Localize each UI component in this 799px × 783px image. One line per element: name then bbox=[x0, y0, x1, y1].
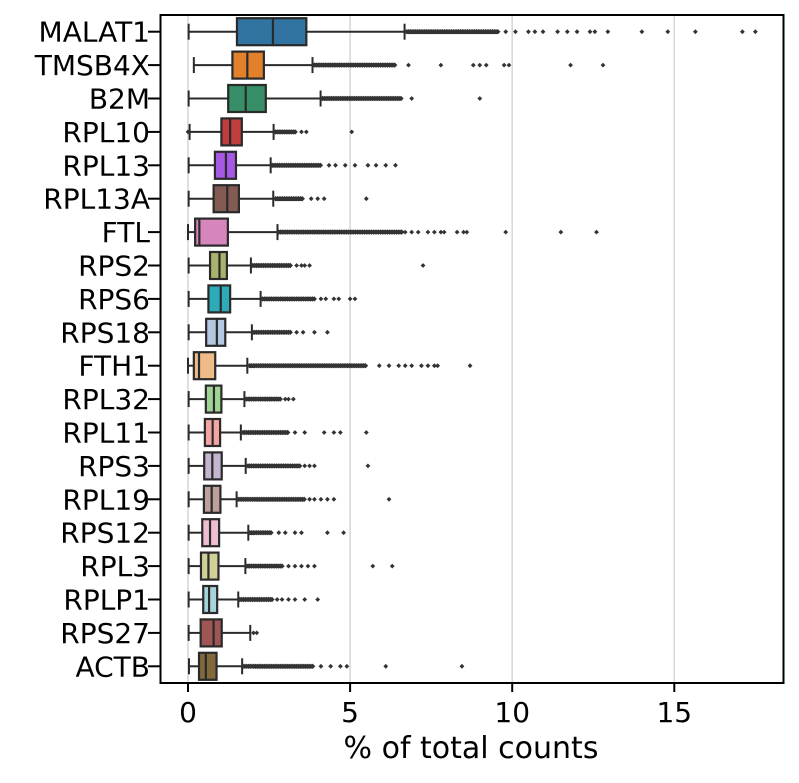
box-RPS18 bbox=[205, 317, 227, 347]
box-RPL10 bbox=[220, 117, 243, 147]
gene-label-ACTB: ACTB bbox=[75, 650, 150, 683]
box-row-B2M: B2M bbox=[89, 83, 483, 116]
box-row-RPL32: RPL32 bbox=[62, 383, 296, 416]
box-row-FTL: FTL bbox=[102, 216, 599, 249]
gene-label-B2M: B2M bbox=[89, 83, 150, 116]
gene-label-FTL: FTL bbox=[102, 216, 151, 249]
gene-label-RPL3: RPL3 bbox=[80, 550, 150, 583]
gene-label-RPS12: RPS12 bbox=[60, 517, 150, 550]
outliers-ACTB bbox=[240, 663, 465, 669]
outliers-RPS2 bbox=[250, 262, 426, 269]
outliers-RPS6 bbox=[259, 296, 358, 302]
axes: 0 5 10 15 bbox=[179, 683, 692, 729]
outliers-RPS18 bbox=[250, 329, 330, 335]
outliers-RPLP1 bbox=[237, 596, 321, 603]
box-FTL bbox=[194, 217, 229, 247]
gene-label-RPS27: RPS27 bbox=[60, 617, 150, 650]
box-row-RPS3: RPS3 bbox=[78, 450, 371, 483]
box-row-RPL13A: RPL13A bbox=[43, 183, 369, 216]
box-ACTB bbox=[197, 651, 218, 681]
outliers-RPL11 bbox=[240, 429, 369, 436]
gene-label-RPL19: RPL19 bbox=[62, 483, 150, 516]
box-row-RPL13: RPL13 bbox=[62, 149, 398, 182]
gene-label-RPL13A: RPL13A bbox=[43, 183, 150, 216]
box-row-TMSB4X: TMSB4X bbox=[34, 49, 606, 82]
gene-label-RPLP1: RPLP1 bbox=[63, 584, 150, 617]
outliers-B2M bbox=[319, 95, 483, 102]
box-row-FTH1: FTH1 bbox=[78, 350, 473, 383]
outliers-FTL bbox=[276, 229, 599, 235]
box-FTH1 bbox=[192, 351, 217, 381]
outliers-FTH1 bbox=[246, 363, 473, 369]
gene-label-RPL11: RPL11 bbox=[62, 417, 150, 450]
box-rows: MALAT1TMSB4XB2MRPL10RPL13RPL13AFTLRPS2RP… bbox=[34, 16, 758, 683]
x-tick-label-15: 15 bbox=[656, 696, 692, 729]
gene-label-RPS18: RPS18 bbox=[60, 316, 150, 349]
gene-label-FTH1: FTH1 bbox=[78, 350, 150, 383]
box-RPS6 bbox=[207, 284, 232, 314]
gene-label-RPL10: RPL10 bbox=[62, 116, 150, 149]
outliers-RPL13A bbox=[272, 196, 369, 202]
box-RPL3 bbox=[199, 551, 220, 581]
gene-label-RPS6: RPS6 bbox=[78, 283, 150, 316]
plot-border bbox=[159, 14, 785, 684]
gene-label-RPL32: RPL32 bbox=[62, 383, 150, 416]
gridlines bbox=[187, 15, 676, 683]
outliers-RPL13 bbox=[269, 162, 398, 168]
box-row-RPL11: RPL11 bbox=[62, 417, 369, 450]
box-row-ACTB: ACTB bbox=[75, 650, 465, 683]
box-RPS27 bbox=[199, 618, 223, 648]
outliers-RPS12 bbox=[246, 530, 347, 536]
box-row-MALAT1: MALAT1 bbox=[39, 16, 758, 49]
x-tick-label-5: 5 bbox=[341, 696, 359, 729]
box-row-RPLP1: RPLP1 bbox=[63, 584, 321, 617]
x-axis-title: % of total counts bbox=[344, 731, 599, 766]
outliers-RPS3 bbox=[245, 463, 371, 469]
box-row-RPL3: RPL3 bbox=[80, 550, 395, 583]
gene-label-RPS3: RPS3 bbox=[78, 450, 150, 483]
outliers-RPL32 bbox=[243, 396, 296, 402]
box-row-RPS18: RPS18 bbox=[60, 316, 330, 349]
outliers-RPS27 bbox=[251, 630, 260, 636]
gene-label-RPS2: RPS2 bbox=[78, 250, 150, 283]
outliers-RPL3 bbox=[243, 563, 395, 569]
box-row-RPL19: RPL19 bbox=[62, 483, 392, 516]
box-row-RPS2: RPS2 bbox=[78, 250, 426, 283]
outliers-MALAT1 bbox=[404, 29, 758, 35]
x-tick-label-0: 0 bbox=[179, 696, 197, 729]
box-row-RPS27: RPS27 bbox=[60, 617, 260, 650]
outliers-TMSB4X bbox=[311, 62, 606, 68]
gene-label-RPL13: RPL13 bbox=[62, 149, 150, 182]
box-row-RPS12: RPS12 bbox=[60, 517, 347, 550]
box-row-RPL10: RPL10 bbox=[62, 116, 355, 149]
gene-label-TMSB4X: TMSB4X bbox=[34, 49, 150, 82]
box-MALAT1 bbox=[235, 17, 308, 47]
box-row-RPS6: RPS6 bbox=[78, 283, 358, 316]
box-B2M bbox=[227, 83, 267, 114]
x-tick-label-10: 10 bbox=[494, 696, 530, 729]
box-RPLP1 bbox=[202, 584, 219, 615]
outliers-RPL19 bbox=[235, 496, 392, 502]
gene-label-MALAT1: MALAT1 bbox=[39, 16, 150, 49]
